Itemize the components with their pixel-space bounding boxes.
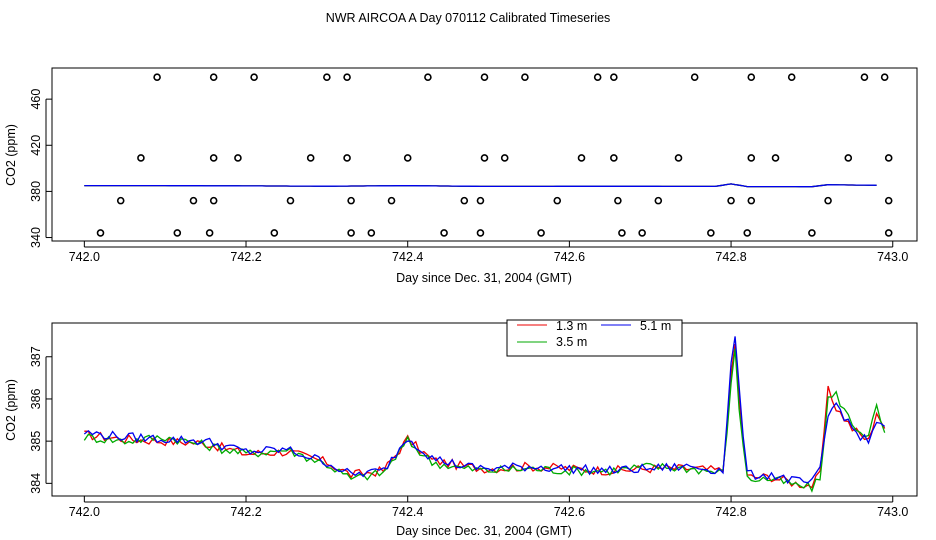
- series-line-5-1-m: [84, 183, 877, 188]
- panel-top: 742.0 742.2 742.4 742.6 742.8 743.0 340 380 420…: [4, 67, 918, 285]
- y-tick-label: 384: [29, 473, 43, 494]
- calibration-point: [153, 73, 161, 82]
- x-tick-label: 743.0: [877, 250, 908, 264]
- calibration-point: [727, 196, 735, 205]
- calibration-point: [209, 73, 218, 82]
- calibration-point: [387, 196, 396, 205]
- series-line-5-1-m: [83, 336, 886, 485]
- x-tick-label: 742.4: [392, 505, 423, 519]
- y-tick-label: 387: [29, 346, 43, 367]
- calibration-point: [577, 154, 586, 162]
- series-line-1-3-m: [84, 344, 886, 489]
- calibration-point: [771, 154, 780, 162]
- chart-title: NWR AIRCOA A Day 070112 Calibrated Times…: [326, 11, 611, 25]
- plot-frame-bottom: [51, 322, 918, 497]
- calibration-point: [234, 154, 242, 162]
- calibration-point: [844, 154, 853, 162]
- calibration-point: [521, 73, 529, 82]
- calibration-point: [553, 196, 562, 205]
- x-tick-label: 742.0: [69, 250, 100, 264]
- legend-label-5-1m: 5.1 m: [640, 319, 671, 333]
- calibration-point: [747, 73, 756, 82]
- y-tick-label: 386: [29, 388, 43, 409]
- calibration-point: [323, 73, 331, 82]
- x-tick-label: 742.6: [554, 250, 585, 264]
- calibration-point: [476, 196, 485, 205]
- y-tick-label: 340: [29, 227, 43, 248]
- calibration-point: [500, 154, 509, 162]
- calibration-point: [860, 73, 869, 82]
- calibration-point: [880, 73, 889, 82]
- legend-box: [506, 319, 683, 357]
- calibration-point: [747, 196, 756, 205]
- xlabel-top: Day since Dec. 31, 2004 (GMT): [396, 271, 572, 285]
- x-tick-label: 742.0: [69, 505, 100, 519]
- calibration-point: [116, 196, 125, 205]
- legend-label-1-3m: 1.3 m: [556, 319, 587, 333]
- calibration-point: [674, 154, 683, 162]
- calibration-point: [884, 154, 893, 162]
- x-tick-label: 742.6: [554, 505, 585, 519]
- calibration-point: [209, 196, 218, 205]
- calibration-point: [347, 229, 355, 237]
- x-tick-label: 742.2: [230, 250, 261, 264]
- y-tick-label: 385: [29, 431, 43, 452]
- calibration-point: [189, 196, 198, 205]
- calibration-point: [460, 196, 469, 205]
- y-tick-label: 460: [29, 89, 43, 110]
- calibration-point: [480, 154, 489, 162]
- x-tick-label: 742.4: [392, 250, 423, 264]
- y-tick-label: 380: [29, 181, 43, 202]
- calibration-point: [306, 154, 315, 162]
- calibration-point: [537, 229, 545, 237]
- ylabel-top: CO2 (ppm): [4, 124, 18, 186]
- calibration-point: [618, 229, 626, 237]
- calibration-point: [209, 154, 218, 162]
- calibration-point: [808, 229, 816, 237]
- calibration-point: [440, 229, 448, 237]
- calibration-point: [480, 73, 489, 82]
- calibration-point: [654, 196, 663, 205]
- calibration-point: [250, 73, 258, 82]
- calibration-point: [96, 229, 105, 237]
- ylabel-bottom: CO2 (ppm): [4, 379, 18, 441]
- calibration-point: [614, 196, 622, 205]
- x-tick-label: 742.8: [715, 505, 746, 519]
- x-tick-label: 742.8: [715, 250, 746, 264]
- calibration-point: [884, 229, 893, 237]
- calibration-point: [707, 229, 715, 237]
- calibration-point: [173, 229, 182, 237]
- calibration-point: [476, 229, 485, 237]
- calibration-point: [343, 154, 351, 162]
- calibration-point: [286, 196, 295, 205]
- calibration-point: [690, 73, 699, 82]
- calibration-point: [343, 73, 351, 82]
- series-line-3-5-m: [83, 348, 886, 493]
- calibration-point: [424, 73, 432, 82]
- legend-label-3-5m: 3.5 m: [556, 335, 587, 349]
- calibration-point: [747, 154, 756, 162]
- calibration-point: [638, 229, 646, 237]
- calibration-point: [787, 73, 796, 82]
- panel-bottom: 742.0 742.2 742.4 742.6 742.8 743.0 384 385 386…: [4, 319, 918, 538]
- calibration-point: [610, 73, 618, 82]
- calibration-point: [367, 229, 376, 237]
- calibration-point: [347, 196, 355, 205]
- calibration-point: [824, 196, 832, 205]
- x-tick-label: 743.0: [877, 505, 908, 519]
- legend: 1.3 m 3.5 m 5.1 m: [506, 319, 683, 357]
- calibration-point: [743, 229, 752, 237]
- calibration-point: [403, 154, 412, 162]
- calibration-point: [205, 229, 214, 237]
- calibration-point: [137, 154, 145, 162]
- calibration-point: [884, 196, 893, 205]
- calibration-point: [610, 154, 618, 162]
- y-tick-label: 420: [29, 135, 43, 156]
- x-tick-label: 742.2: [230, 505, 261, 519]
- plot-frame-top: [51, 67, 918, 242]
- calibration-point: [593, 73, 602, 82]
- xlabel-bottom: Day since Dec. 31, 2004 (GMT): [396, 524, 572, 538]
- calibration-point: [270, 229, 279, 237]
